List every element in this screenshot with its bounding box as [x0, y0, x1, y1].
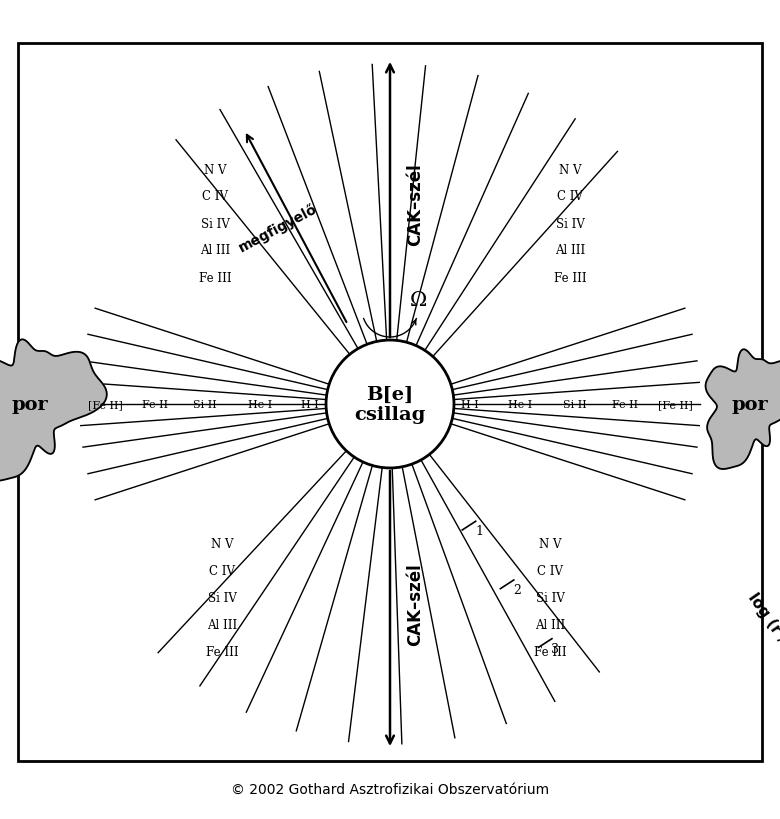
Text: Al III: Al III	[555, 244, 585, 257]
Text: Si II: Si II	[193, 400, 217, 410]
Text: por: por	[12, 396, 48, 414]
Text: Si IV: Si IV	[207, 592, 236, 604]
Text: Si IV: Si IV	[200, 217, 229, 230]
Text: Al III: Al III	[207, 618, 237, 631]
Text: 2: 2	[513, 583, 521, 596]
Text: N V: N V	[558, 163, 581, 176]
Text: H I: H I	[461, 400, 479, 410]
Text: Si IV: Si IV	[555, 217, 584, 230]
Text: C IV: C IV	[537, 565, 563, 577]
Text: Fe II: Fe II	[142, 400, 168, 410]
Text: C IV: C IV	[557, 190, 583, 203]
Text: Si II: Si II	[563, 400, 587, 410]
Text: © 2002 Gothard Asztrofizikai Obszervatórium: © 2002 Gothard Asztrofizikai Obszervatór…	[231, 782, 549, 796]
Text: Fe III: Fe III	[554, 271, 587, 284]
Circle shape	[326, 341, 454, 468]
Text: C IV: C IV	[209, 565, 235, 577]
Text: log (r / R: log (r / R	[745, 590, 780, 658]
Text: H I: H I	[301, 400, 319, 410]
Text: Si IV: Si IV	[536, 592, 565, 604]
Text: 1: 1	[475, 524, 483, 537]
Text: N V: N V	[204, 163, 226, 176]
Text: 3: 3	[551, 642, 559, 654]
Text: Fe III: Fe III	[534, 645, 566, 658]
Polygon shape	[706, 350, 780, 469]
Text: Fe III: Fe III	[206, 645, 239, 658]
Text: N V: N V	[211, 538, 233, 551]
Polygon shape	[0, 340, 107, 482]
Text: CAK–szél: CAK–szél	[406, 164, 424, 246]
Text: C IV: C IV	[202, 190, 228, 203]
Text: CAK–szél: CAK–szél	[406, 563, 424, 645]
Text: [Fe II]: [Fe II]	[658, 400, 693, 410]
Text: Ω: Ω	[410, 290, 427, 309]
Text: Fe II: Fe II	[612, 400, 638, 410]
Text: Fe III: Fe III	[199, 271, 232, 284]
Text: He I: He I	[508, 400, 532, 410]
Text: N V: N V	[539, 538, 562, 551]
Text: B[e]
csillag: B[e] csillag	[354, 385, 426, 424]
Text: Al III: Al III	[200, 244, 230, 257]
Text: He I: He I	[248, 400, 272, 410]
Text: megfigyelő: megfigyelő	[236, 201, 320, 255]
Bar	[18, 44, 762, 761]
Text: Al III: Al III	[535, 618, 566, 631]
Text: por: por	[732, 396, 768, 414]
Text: [Fe II]: [Fe II]	[87, 400, 122, 410]
